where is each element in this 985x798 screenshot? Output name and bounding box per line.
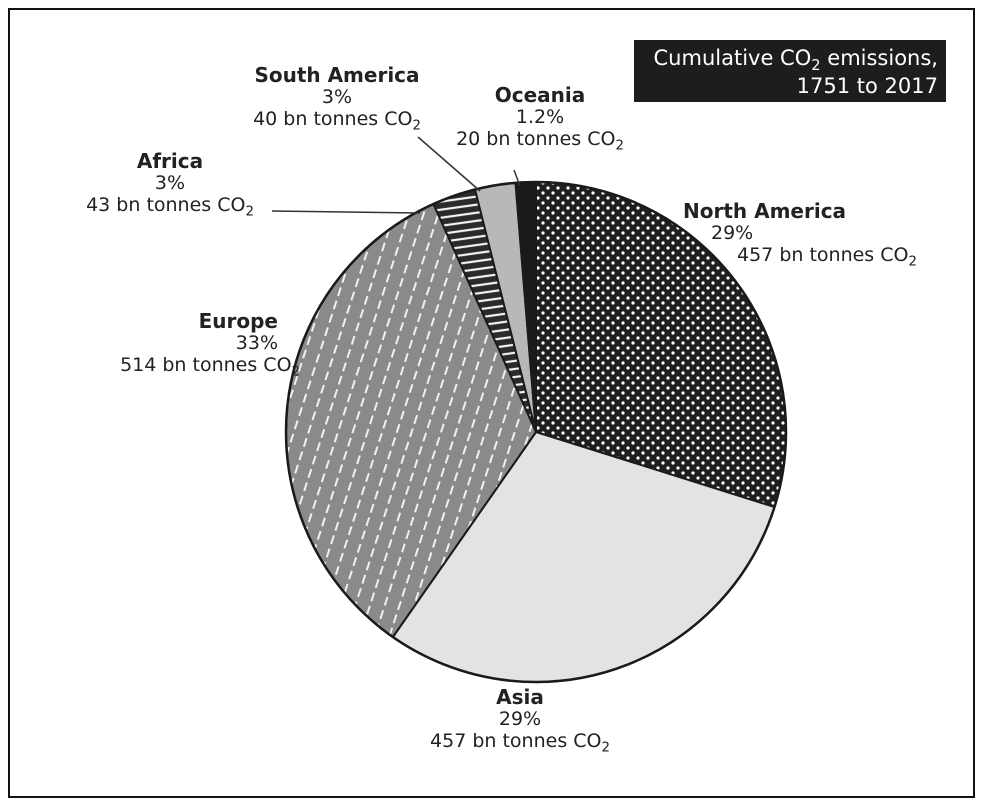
label-oceania: Oceania 1.2% 20 bn tonnes CO2	[440, 83, 640, 154]
slice-name: Oceania	[494, 83, 586, 107]
leader-line-south-america	[417, 136, 481, 192]
chart-title: Cumulative CO2 emissions, 1751 to 2017	[634, 40, 946, 102]
leader-line-oceania	[513, 169, 521, 187]
slice-value: 457 bn tonnes CO2	[430, 730, 610, 756]
pie-outline	[284, 180, 788, 684]
slice-percent: 3%	[154, 172, 186, 194]
label-europe: Europe 33% 514 bn tonnes CO2	[40, 309, 300, 380]
slice-percent: 3%	[321, 86, 353, 108]
slice-percent: 29%	[498, 708, 542, 730]
label-north-america: North America 29% 457 bn tonnes CO2	[683, 199, 917, 270]
slice-name: Europe	[198, 309, 278, 333]
leader-line-africa	[271, 210, 421, 214]
label-south-america: South America 3% 40 bn tonnes CO2	[232, 63, 442, 134]
slice-value: 40 bn tonnes CO2	[253, 108, 421, 134]
slice-percent: 33%	[235, 332, 278, 354]
slice-percent: 29%	[711, 222, 754, 244]
slice-name: South America	[254, 63, 420, 87]
slice-name: Asia	[496, 685, 544, 709]
pie-chart	[271, 136, 788, 684]
slice-value: 514 bn tonnes CO2	[120, 354, 300, 380]
slice-value: 457 bn tonnes CO2	[737, 244, 917, 270]
label-asia: Asia 29% 457 bn tonnes CO2	[420, 685, 620, 756]
slice-name: North America	[683, 199, 847, 223]
slice-value: 43 bn tonnes CO2	[86, 194, 254, 220]
slice-name: Africa	[136, 149, 204, 173]
slice-percent: 1.2%	[515, 106, 565, 128]
label-africa: Africa 3% 43 bn tonnes CO2	[70, 149, 270, 220]
slice-value: 20 bn tonnes CO2	[456, 128, 624, 154]
